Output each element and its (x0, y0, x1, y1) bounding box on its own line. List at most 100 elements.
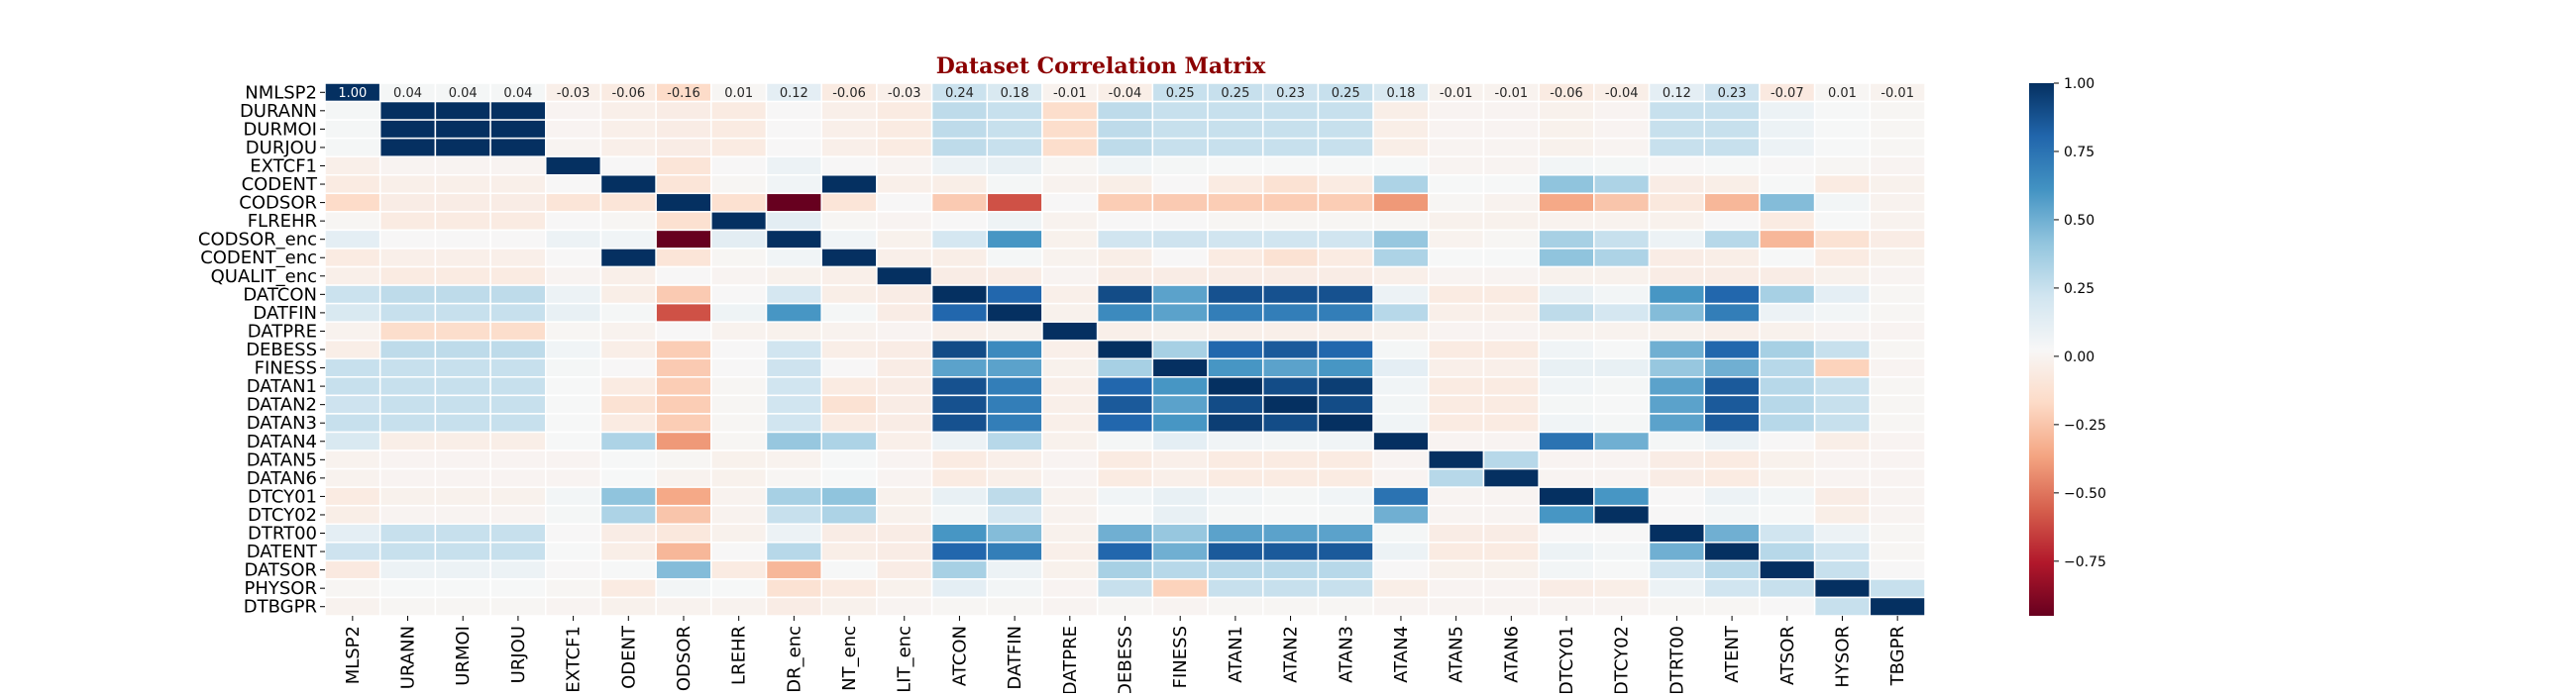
heatmap-cell (1482, 542, 1540, 562)
heatmap-cell (930, 504, 989, 525)
heatmap-cell (820, 596, 878, 617)
heatmap-cell (655, 376, 712, 397)
heatmap-cell (434, 596, 491, 617)
heatmap-cell (710, 339, 768, 360)
heatmap-cell (655, 559, 712, 580)
heatmap-cell (1041, 137, 1099, 157)
heatmap-cell (1869, 137, 1926, 157)
row-label: PHYSOR (245, 578, 318, 599)
heatmap-cell (1428, 394, 1485, 415)
heatmap-cell (1096, 596, 1154, 617)
heatmap-cell (1428, 431, 1485, 451)
heatmap-cell (1593, 302, 1651, 323)
heatmap-cell (655, 357, 712, 378)
heatmap-cell (1207, 284, 1264, 305)
heatmap-cell (655, 100, 712, 121)
heatmap-cell (765, 559, 822, 580)
heatmap-cell (1648, 523, 1705, 544)
heatmap-cell (1703, 137, 1761, 157)
heatmap-cell (930, 155, 989, 176)
heatmap-cell (1869, 229, 1926, 249)
heatmap-cell (1759, 248, 1816, 268)
heatmap-cell (655, 394, 712, 415)
row-label: DATSOR (244, 560, 317, 581)
heatmap-cell (434, 413, 491, 434)
heatmap-cell (710, 413, 768, 434)
heatmap-cell (876, 100, 933, 121)
heatmap-cell (820, 119, 878, 140)
column-label: MLSP2 (343, 626, 364, 684)
heatmap-cell (489, 265, 547, 286)
heatmap-cell (1593, 504, 1651, 525)
heatmap-cell (1041, 431, 1099, 451)
heatmap-cell (710, 431, 768, 451)
heatmap-cell (820, 211, 878, 232)
heatmap-cell (1261, 137, 1320, 157)
heatmap-cell (1648, 155, 1705, 176)
heatmap-cell (1538, 486, 1595, 507)
heatmap-cell (986, 376, 1043, 397)
heatmap-cell (930, 394, 989, 415)
heatmap-cell (655, 155, 712, 176)
heatmap-cell (599, 265, 657, 286)
heatmap-cell (1207, 211, 1264, 232)
row-label: DATAN5 (247, 449, 317, 470)
heatmap-cell (1648, 339, 1705, 360)
row-label: NMLSP2 (245, 82, 317, 103)
heatmap-cell (378, 229, 437, 249)
heatmap-cell (1813, 248, 1872, 268)
heatmap-cell (489, 596, 547, 617)
heatmap-cell (1759, 542, 1816, 562)
heatmap-cell (1759, 523, 1816, 544)
heatmap-cell (1759, 284, 1816, 305)
heatmap-cell (1703, 542, 1761, 562)
heatmap-cell (1482, 339, 1540, 360)
heatmap-cell (1869, 211, 1926, 232)
heatmap-cell (820, 100, 878, 121)
heatmap-cell (1482, 119, 1540, 140)
heatmap-cell (599, 523, 657, 544)
heatmap-cell (930, 449, 989, 470)
heatmap-cell (1703, 394, 1761, 415)
heatmap-cell (599, 504, 657, 525)
heatmap-cell (1261, 265, 1320, 286)
heatmap-cell (986, 174, 1043, 195)
heatmap-cell (1428, 284, 1485, 305)
heatmap-cell (820, 504, 878, 525)
heatmap-cell (1703, 431, 1761, 451)
heatmap-cell (1538, 394, 1595, 415)
heatmap-cell (930, 357, 989, 378)
heatmap-cell (324, 321, 381, 342)
heatmap-cell (378, 339, 437, 360)
heatmap-cell (1207, 155, 1264, 176)
row-label: DURANN (240, 101, 317, 122)
heatmap-cell (1482, 137, 1540, 157)
heatmap-cell (820, 449, 878, 470)
heatmap-cell (489, 229, 547, 249)
heatmap-cell (765, 119, 822, 140)
heatmap-cell (434, 265, 491, 286)
heatmap-cell (1759, 339, 1816, 360)
heatmap-cell (434, 192, 491, 213)
heatmap-cell (765, 339, 822, 360)
heatmap-cell (1041, 523, 1099, 544)
cell-value-label: -0.06 (832, 86, 866, 101)
heatmap-cell (1096, 449, 1154, 470)
heatmap-cell (434, 211, 491, 232)
heatmap-cell (1317, 339, 1374, 360)
heatmap-cell (1703, 119, 1761, 140)
heatmap-cell (1703, 211, 1761, 232)
heatmap-cell (820, 284, 878, 305)
heatmap-cell (1482, 413, 1540, 434)
heatmap-cell (545, 248, 602, 268)
cell-value-label: -0.01 (1880, 86, 1914, 101)
heatmap-cell (1096, 155, 1154, 176)
colorbar-tick-label: 0.25 (2064, 281, 2094, 297)
heatmap-cell (1372, 523, 1430, 544)
heatmap-cell (655, 211, 712, 232)
heatmap-cell (1207, 467, 1264, 488)
heatmap-cell (489, 449, 547, 470)
heatmap-cell (1207, 449, 1264, 470)
heatmap-cell (1759, 504, 1816, 525)
heatmap-cell (324, 596, 381, 617)
